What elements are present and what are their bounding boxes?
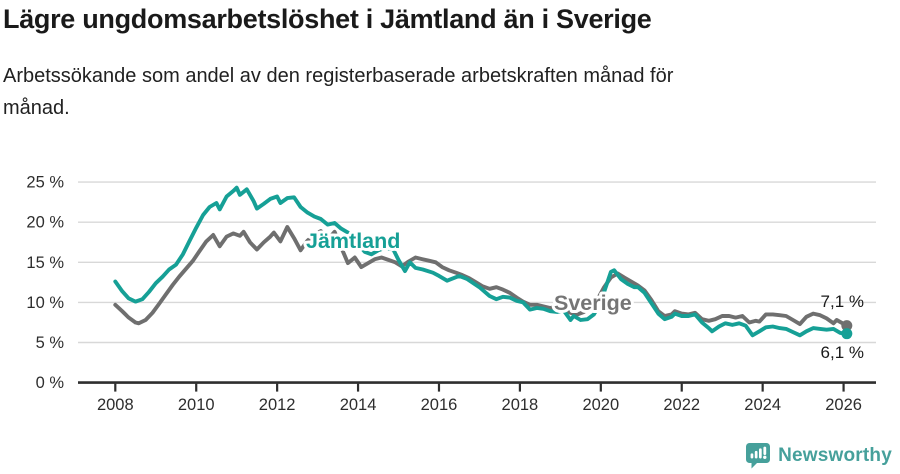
x-axis-tick-label: 2018 [502,396,539,414]
y-axis-tick-label: 0 % [36,374,65,392]
x-axis-tick-label: 2014 [340,396,377,414]
series-line-jämtland [113,185,849,338]
x-axis-tick-label: 2010 [178,396,215,414]
x-axis-tick-label: 2012 [259,396,296,414]
x-axis-tick-label: 2024 [744,396,781,414]
y-axis-tick-label: 5 % [36,334,65,352]
end-value-label-sverige: 7,1 % [821,292,864,311]
chart-subtitle: Arbetssökande som andel av den registerb… [3,65,674,120]
x-axis-tick-label: 2026 [825,396,862,414]
series-line-sverige [113,225,849,328]
end-dot-sverige [841,320,853,332]
end-dot-jämtland [841,328,853,340]
chart-title: Lägre ungdomsarbetslöshet i Jämtland än … [3,4,652,34]
newsworthy-logo-icon [746,443,771,469]
series-label-jämtland: Jämtland [306,229,400,253]
y-axis-tick-label: 10 % [26,294,64,312]
x-axis-tick-label: 2020 [582,396,619,414]
x-axis-tick-label: 2022 [663,396,700,414]
y-axis-tick-label: 20 % [26,214,64,232]
x-axis-tick-label: 2016 [421,396,458,414]
series-label-sverige: Sverige [554,291,632,315]
brand-footer: Newsworthy [745,442,892,469]
y-axis-tick-label: 15 % [26,254,64,272]
brand-name: Newsworthy [778,444,892,466]
end-value-label-jämtland: 6,1 % [821,343,864,362]
x-axis-tick-label: 2008 [97,396,134,414]
y-axis-tick-label: 25 % [26,174,64,192]
